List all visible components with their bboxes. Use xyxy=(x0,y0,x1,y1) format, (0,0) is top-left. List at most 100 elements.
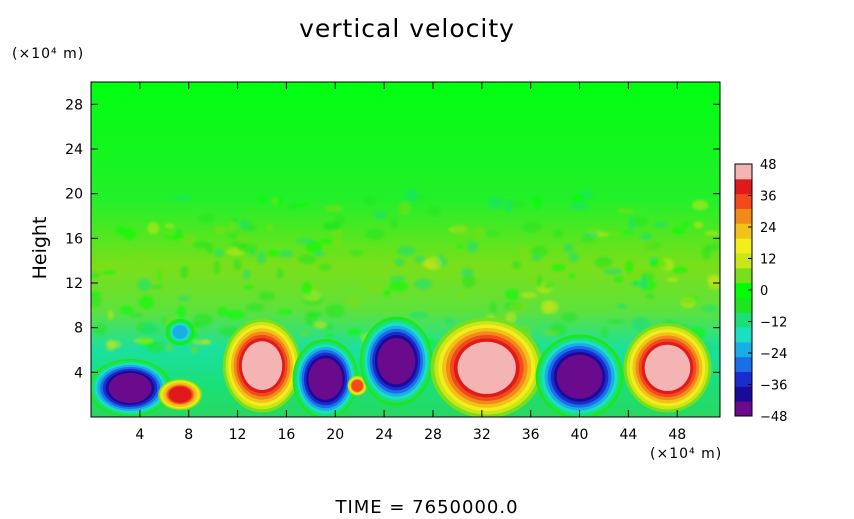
texture-cell xyxy=(165,233,186,241)
texture-cell xyxy=(701,305,719,313)
texture-cell xyxy=(348,294,362,308)
texture-cell xyxy=(572,193,585,205)
texture-cell xyxy=(409,311,429,319)
texture-cell xyxy=(682,221,690,228)
colorbar-swatch xyxy=(735,178,752,195)
texture-cell xyxy=(531,195,543,204)
texture-cell xyxy=(671,266,688,274)
texture-cell xyxy=(243,285,254,290)
texture-cell xyxy=(714,342,720,353)
texture-cell xyxy=(587,228,604,234)
texture-cell xyxy=(383,260,392,272)
colorbar-tick-label: 0 xyxy=(760,284,768,299)
colorbar-swatch xyxy=(735,282,752,298)
texture-cell xyxy=(666,277,679,283)
texture-cell xyxy=(640,232,652,242)
texture-cell xyxy=(428,206,441,217)
texture-cell xyxy=(325,304,345,318)
texture-cell xyxy=(365,228,385,241)
velocity-cell-5 xyxy=(292,338,359,417)
texture-cell xyxy=(374,210,388,219)
texture-cell xyxy=(237,244,258,253)
texture-cell xyxy=(398,201,411,216)
contour-band xyxy=(352,380,363,391)
colorbar-tick-label: −24 xyxy=(760,347,787,362)
y-tick-label: 16 xyxy=(65,231,83,247)
texture-cell xyxy=(198,214,215,224)
colorbar: 48 36 24 12 0 −12 −24 −36 −48 xyxy=(734,158,787,425)
y-tick-label: 20 xyxy=(65,187,83,203)
texture-cell xyxy=(190,345,199,354)
contour-band xyxy=(556,354,603,399)
x-tick-label: 12 xyxy=(229,427,247,443)
velocity-cell-9 xyxy=(535,334,624,417)
texture-cell xyxy=(522,222,543,233)
texture-cell xyxy=(324,204,344,213)
texture-cell xyxy=(671,226,686,235)
texture-cell xyxy=(542,330,559,336)
texture-cell xyxy=(322,222,342,229)
chart-title: vertical velocity xyxy=(299,14,515,43)
colorbar-swatch xyxy=(735,371,752,387)
x-tick-label: 48 xyxy=(668,427,686,443)
texture-cell xyxy=(453,223,471,238)
texture-cell xyxy=(300,331,310,336)
texture-cell xyxy=(295,238,315,244)
texture-cell xyxy=(680,292,695,304)
texture-cell xyxy=(334,216,346,225)
texture-cell xyxy=(613,276,624,283)
texture-cell xyxy=(517,244,529,259)
texture-cell xyxy=(568,252,579,263)
texture-cell xyxy=(278,308,293,316)
texture-cell xyxy=(456,244,464,249)
colorbar-swatch xyxy=(735,341,752,358)
texture-cell xyxy=(320,238,332,244)
texture-cell xyxy=(226,309,245,320)
texture-cell xyxy=(444,318,454,324)
texture-cell xyxy=(416,195,424,201)
contour-band xyxy=(108,372,152,404)
texture-cell xyxy=(129,313,143,318)
plot-frame xyxy=(90,81,721,418)
texture-cell xyxy=(276,268,284,279)
colorbar-tick-label: 48 xyxy=(760,158,777,173)
texture-cell xyxy=(654,222,668,228)
texture-cell xyxy=(213,248,225,258)
colorbar-swatch xyxy=(735,327,752,343)
texture-cell xyxy=(107,310,114,321)
texture-cell xyxy=(95,263,114,269)
velocity-cell-3 xyxy=(165,318,195,346)
texture-cell xyxy=(325,333,335,338)
texture-cell xyxy=(540,300,554,315)
texture-cell xyxy=(561,312,578,323)
y-tick-label: 4 xyxy=(74,365,83,381)
texture-cell xyxy=(152,275,160,284)
texture-cell xyxy=(483,231,500,236)
texture-cell xyxy=(206,243,214,255)
texture-cell xyxy=(192,240,210,249)
texture-cell xyxy=(632,316,650,331)
texture-cell xyxy=(151,284,163,289)
texture-cell xyxy=(396,246,416,256)
y-tick-label: 8 xyxy=(74,321,83,337)
colorbar-tick-label: 12 xyxy=(760,253,777,268)
texture-cell xyxy=(609,230,624,236)
x-axis-unit-label: (×10⁴ m) xyxy=(650,446,723,462)
texture-cell xyxy=(257,195,267,205)
texture-cell xyxy=(594,256,613,268)
texture-cell xyxy=(691,199,709,211)
texture-cell xyxy=(645,293,655,299)
texture-cell xyxy=(568,273,576,279)
texture-cell xyxy=(543,282,554,289)
texture-cell xyxy=(563,243,573,253)
texture-cell xyxy=(405,188,418,203)
texture-cell xyxy=(390,275,405,281)
texture-cell xyxy=(115,225,125,235)
texture-cell xyxy=(616,303,628,310)
texture-cell xyxy=(390,216,398,229)
texture-cell xyxy=(91,293,101,308)
texture-cell xyxy=(505,288,519,301)
texture-cell xyxy=(266,223,274,233)
x-tick-label: 4 xyxy=(135,427,144,443)
